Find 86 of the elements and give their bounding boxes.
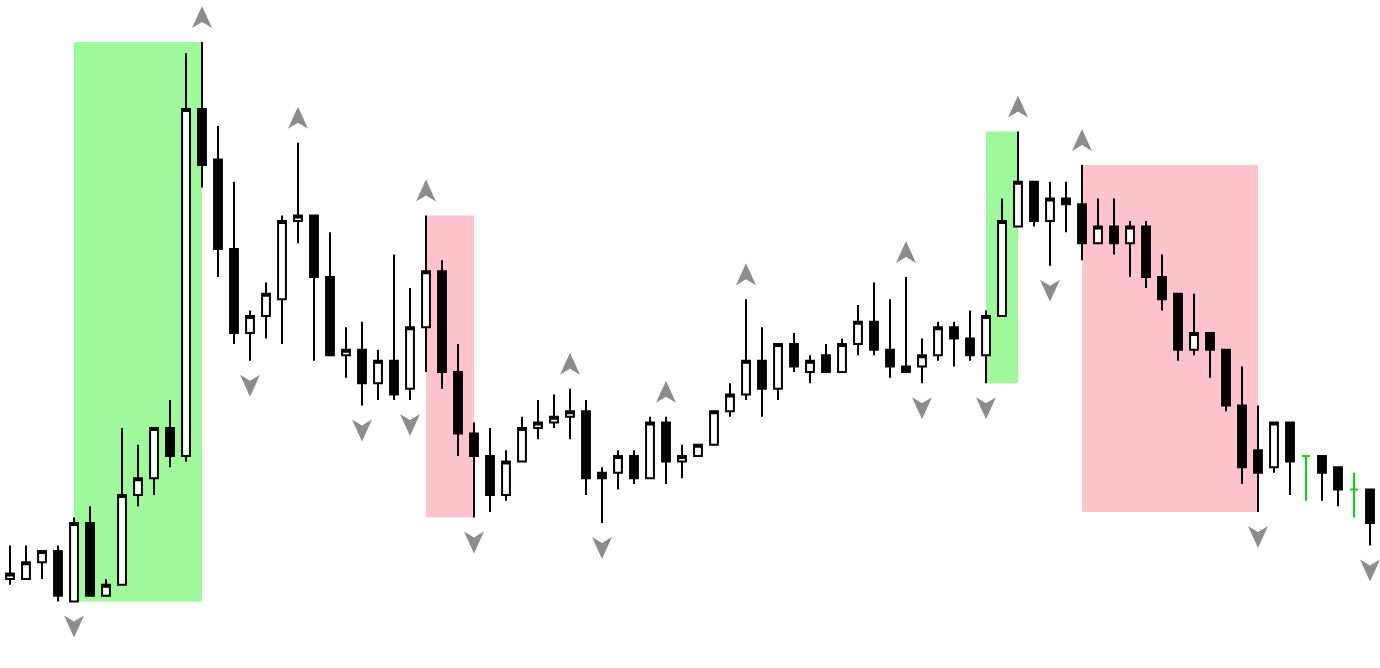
- candlestick: [1237, 365, 1247, 485]
- candlestick: [165, 399, 175, 469]
- candlestick: [1141, 219, 1151, 290]
- candlestick: [1221, 348, 1231, 413]
- candlestick: [53, 544, 63, 603]
- candlestick: [85, 505, 95, 597]
- candlestick: [549, 393, 559, 429]
- candlestick: [325, 231, 335, 357]
- candlestick: [1093, 197, 1103, 245]
- candlestick: [1253, 404, 1263, 513]
- candlestick: [725, 382, 735, 418]
- candlestick: [885, 298, 895, 379]
- candlestick: [1285, 421, 1295, 497]
- candlestick: [677, 443, 687, 480]
- candlestick: [261, 281, 271, 340]
- candlestick: [1205, 331, 1215, 379]
- candlestick: [229, 180, 239, 346]
- candlestick: [981, 309, 991, 385]
- candlestick: [101, 578, 111, 597]
- candlestick: [1045, 180, 1055, 267]
- candlestick: [1189, 292, 1199, 357]
- candlestick: [181, 52, 191, 463]
- candlestick: [485, 426, 495, 513]
- candlestick: [197, 40, 207, 189]
- candlestick: [565, 387, 575, 441]
- candlestick: [533, 399, 543, 441]
- candlestick: [693, 443, 703, 457]
- candlestick: [1365, 488, 1375, 547]
- candlestick: [789, 331, 799, 374]
- candlestick: [277, 214, 287, 346]
- candlestick: [69, 516, 79, 603]
- candlestick: [597, 466, 607, 525]
- candlestick: [309, 214, 319, 362]
- candlestick: [629, 449, 639, 485]
- candlestick: [421, 214, 431, 374]
- candlestick: [805, 354, 815, 385]
- candlestick: [1061, 180, 1071, 234]
- candlestick: [149, 426, 159, 497]
- candlestick: [853, 303, 863, 357]
- candlestick: [437, 259, 447, 390]
- candlestick: [1269, 421, 1279, 474]
- candlestick: [613, 449, 623, 491]
- candlestick: [5, 544, 15, 586]
- candlestick: [1109, 197, 1119, 256]
- candlestick: [1013, 130, 1023, 228]
- candlestick: [949, 320, 959, 368]
- candlestick: [373, 348, 383, 402]
- candlestick: [245, 309, 255, 362]
- candlestick: [293, 141, 303, 245]
- candlestick: [21, 544, 31, 581]
- candlestick: [901, 275, 911, 374]
- candlestick: [357, 320, 367, 407]
- candlestick: [709, 410, 719, 446]
- candlestick: [645, 415, 655, 480]
- candlestick: [965, 309, 975, 362]
- candlestick: [37, 550, 47, 581]
- candlestick: [1157, 253, 1167, 312]
- candlestick: [453, 343, 463, 457]
- candlestick: [837, 337, 847, 374]
- candlestick: [213, 124, 223, 278]
- candlestick: [1077, 164, 1087, 262]
- candlestick: [1317, 454, 1327, 502]
- candlestick: [581, 399, 591, 497]
- candlestick: [869, 281, 879, 357]
- candlestick: [933, 320, 943, 362]
- candlestick: [389, 253, 399, 402]
- candlestick: [1301, 454, 1311, 502]
- candlestick: [133, 443, 143, 508]
- candlestick: [341, 326, 351, 379]
- candlestick: [469, 421, 479, 519]
- candlestick: [117, 426, 127, 586]
- candlestick: [1333, 466, 1343, 508]
- candlestick: [757, 326, 767, 418]
- candlestick: [405, 287, 415, 402]
- candlestick: [1029, 180, 1039, 228]
- candlestick: [501, 449, 511, 502]
- candlestick: [661, 415, 671, 485]
- candlestick: [1125, 219, 1135, 278]
- candlestick: [1349, 471, 1359, 519]
- candlestick: [1173, 292, 1183, 362]
- candlestick: [773, 343, 783, 402]
- candlestick: [821, 343, 831, 374]
- candlestick: [741, 298, 751, 402]
- candlestick: [917, 337, 927, 385]
- candlestick: [517, 415, 527, 463]
- candlestick: [997, 197, 1007, 318]
